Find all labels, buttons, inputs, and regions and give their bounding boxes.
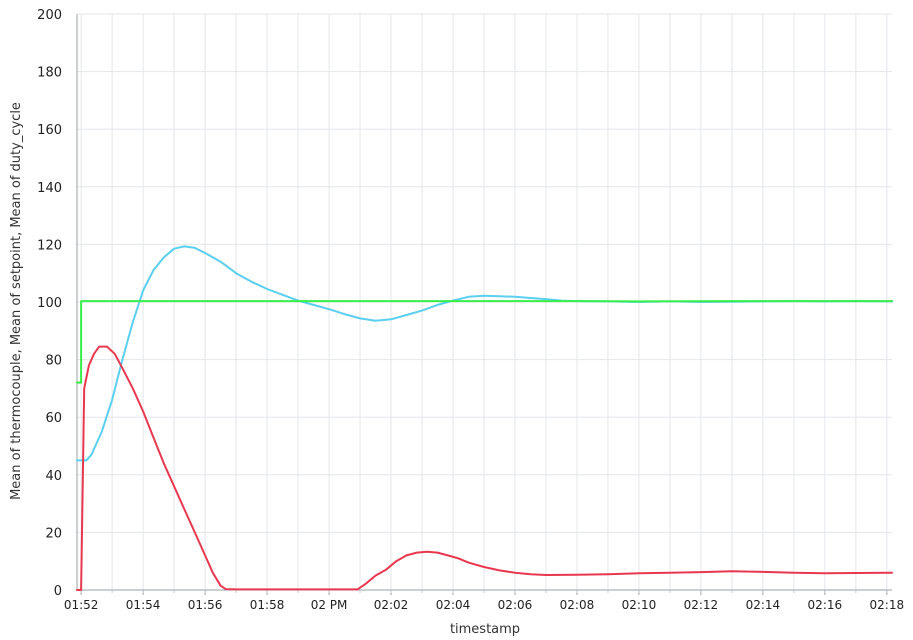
y-tick-label: 40 [45,469,62,484]
x-tick-label: 02:14 [746,598,781,612]
y-tick-label: 60 [45,411,62,426]
x-tick-label: 01:54 [126,598,161,612]
x-tick-label: 02:04 [436,598,471,612]
x-tick-label: 02:02 [374,598,409,612]
y-tick-label: 80 [45,354,62,369]
x-tick-label: 01:52 [64,598,99,612]
y-tick-label: 180 [37,66,62,81]
series-line-1 [76,245,893,462]
y-tick-label: 200 [37,8,62,23]
x-tick-label: 02:10 [622,598,657,612]
axes: 0 20 40 60 80 100 120 140 160 180 200 01:52 01:54 01:… [37,8,904,612]
x-tick-label: 02:12 [684,598,719,612]
x-tick-label: 02:16 [808,598,843,612]
y-tick-label: 0 [54,584,62,599]
y-tick-label: 140 [37,181,62,196]
y-tick-label: 20 [45,526,62,541]
y-tick-label: 120 [37,238,62,253]
y-tick-label: 100 [37,296,62,311]
series-line-2 [76,300,893,384]
x-tick-label: 01:58 [250,598,285,612]
series [76,245,893,591]
series-line-3 [76,345,893,591]
x-axis-title: timestamp [450,622,520,637]
x-tick-label: 02:18 [870,598,905,612]
y-axis-title: Mean of thermocouple, Mean of setpoint, … [9,102,24,500]
x-tick-label: 01:56 [188,598,223,612]
x-tick-label: 02:08 [560,598,595,612]
x-tick-label: 02:06 [498,598,533,612]
x-tick-label: 02 PM [311,598,348,612]
y-tick-label: 160 [37,123,62,138]
